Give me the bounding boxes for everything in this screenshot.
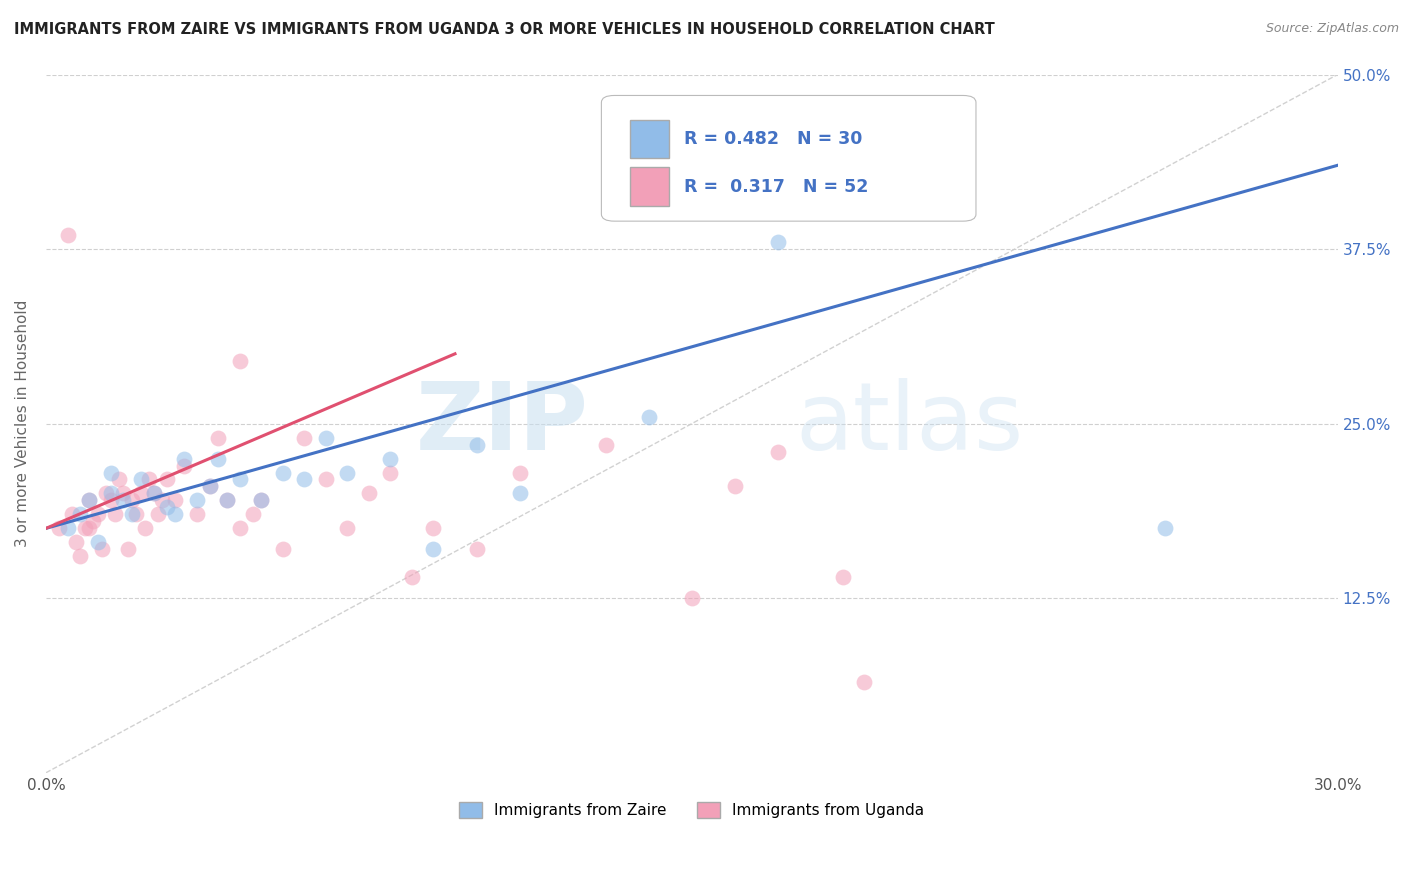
Point: [465, 437, 488, 451]
Point: [48, 521, 70, 535]
Point: [1154, 521, 1177, 535]
Text: ZIP: ZIP: [416, 377, 589, 469]
Point: [77, 493, 100, 508]
Point: [315, 431, 337, 445]
Point: [129, 486, 152, 500]
Text: R =  0.317   N = 52: R = 0.317 N = 52: [685, 178, 869, 195]
Point: [100, 493, 122, 508]
Point: [150, 493, 173, 508]
Point: [100, 466, 122, 480]
Point: [207, 451, 229, 466]
FancyBboxPatch shape: [630, 168, 669, 206]
Legend: Immigrants from Zaire, Immigrants from Uganda: Immigrants from Zaire, Immigrants from U…: [453, 797, 931, 824]
Point: [336, 521, 359, 535]
Point: [69, 549, 91, 564]
Point: [637, 409, 659, 424]
Point: [112, 493, 135, 508]
Point: [357, 486, 380, 500]
Text: R = 0.482   N = 30: R = 0.482 N = 30: [685, 130, 862, 148]
Point: [401, 570, 423, 584]
Point: [86, 508, 108, 522]
Point: [165, 493, 187, 508]
Point: [155, 473, 177, 487]
Point: [215, 493, 238, 508]
Point: [228, 353, 250, 368]
Point: [271, 466, 294, 480]
Point: [142, 486, 165, 500]
Point: [121, 493, 143, 508]
Point: [82, 515, 104, 529]
Point: [509, 486, 531, 500]
Text: Source: ZipAtlas.com: Source: ZipAtlas.com: [1265, 22, 1399, 36]
Point: [292, 473, 315, 487]
Point: [77, 493, 100, 508]
Point: [165, 508, 187, 522]
Text: IMMIGRANTS FROM ZAIRE VS IMMIGRANTS FROM UGANDA 3 OR MORE VEHICLES IN HOUSEHOLD : IMMIGRANTS FROM ZAIRE VS IMMIGRANTS FROM…: [14, 22, 995, 37]
Point: [380, 466, 402, 480]
Point: [69, 508, 91, 522]
Text: atlas: atlas: [796, 377, 1024, 469]
Point: [155, 500, 177, 515]
Point: [134, 521, 156, 535]
Point: [292, 431, 315, 445]
Point: [86, 535, 108, 549]
Point: [853, 675, 876, 690]
Point: [91, 542, 114, 557]
Point: [138, 473, 160, 487]
Point: [56, 521, 79, 535]
Point: [129, 473, 152, 487]
Point: [831, 570, 853, 584]
Point: [112, 486, 135, 500]
Point: [198, 479, 221, 493]
Point: [60, 508, 83, 522]
Point: [104, 508, 127, 522]
Point: [215, 493, 238, 508]
Point: [198, 479, 221, 493]
Point: [125, 508, 148, 522]
Point: [117, 542, 139, 557]
Point: [422, 521, 444, 535]
Point: [380, 451, 402, 466]
Point: [186, 508, 208, 522]
FancyBboxPatch shape: [602, 95, 976, 221]
Point: [336, 466, 359, 480]
Point: [242, 508, 264, 522]
Point: [724, 479, 747, 493]
Point: [681, 591, 703, 606]
Point: [146, 508, 169, 522]
Point: [228, 521, 250, 535]
Point: [173, 458, 195, 473]
Y-axis label: 3 or more Vehicles in Household: 3 or more Vehicles in Household: [15, 300, 30, 548]
Point: [121, 508, 143, 522]
Point: [509, 466, 531, 480]
Point: [465, 542, 488, 557]
Point: [250, 493, 273, 508]
Point: [65, 535, 87, 549]
Point: [315, 473, 337, 487]
Point: [207, 431, 229, 445]
Point: [142, 486, 165, 500]
Point: [108, 473, 131, 487]
Point: [186, 493, 208, 508]
Point: [228, 473, 250, 487]
Point: [77, 521, 100, 535]
Point: [271, 542, 294, 557]
Point: [422, 542, 444, 557]
Point: [595, 437, 617, 451]
Point: [766, 444, 789, 458]
Point: [96, 486, 118, 500]
Point: [250, 493, 273, 508]
Point: [173, 451, 195, 466]
FancyBboxPatch shape: [630, 120, 669, 158]
Point: [100, 486, 122, 500]
Point: [73, 521, 96, 535]
Point: [766, 235, 789, 249]
Point: [56, 228, 79, 243]
